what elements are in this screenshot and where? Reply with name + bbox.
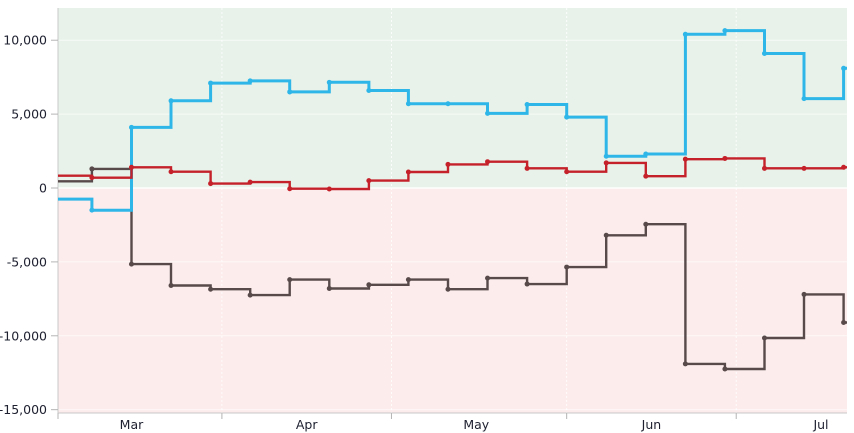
series-blue-point[interactable]	[405, 101, 411, 107]
series-red-point[interactable]	[643, 173, 649, 179]
series-red-point[interactable]	[287, 186, 293, 192]
series-dark-point[interactable]	[722, 366, 728, 372]
series-blue-point[interactable]	[128, 124, 134, 130]
series-red[interactable]	[58, 155, 847, 192]
x-tick-label-mar: Mar	[120, 417, 144, 432]
series-dark-point[interactable]	[445, 286, 451, 292]
x-tick-label-apr: Apr	[296, 417, 318, 432]
series-red-point[interactable]	[761, 165, 767, 171]
y-axis-labels: 10,000 5,000 0 -5,000 -10,000 -15,000	[0, 33, 58, 417]
series-red-point[interactable]	[682, 156, 688, 162]
series-dark-point[interactable]	[643, 221, 649, 227]
series-blue-point[interactable]	[801, 96, 807, 102]
series-dark-point[interactable]	[682, 361, 688, 367]
series-dark-point[interactable]	[208, 286, 214, 292]
series-dark-point[interactable]	[841, 319, 847, 325]
negative-region	[58, 188, 847, 413]
series-dark-point[interactable]	[485, 275, 491, 281]
series-blue-point[interactable]	[445, 101, 451, 107]
axes	[57, 8, 847, 414]
series-dark-point[interactable]	[603, 232, 609, 238]
series-red-point[interactable]	[208, 181, 214, 187]
x-tick-label-jun: Jun	[641, 417, 662, 432]
series-dark-point[interactable]	[761, 335, 767, 341]
series-dark-point[interactable]	[287, 277, 293, 283]
series-blue-point[interactable]	[247, 78, 253, 84]
series-dark-point[interactable]	[326, 285, 332, 291]
series-dark-point[interactable]	[564, 264, 570, 270]
series-blue-point[interactable]	[682, 31, 688, 37]
series-blue-point[interactable]	[761, 51, 767, 57]
series-dark-point[interactable]	[405, 277, 411, 283]
series-red-point[interactable]	[564, 169, 570, 175]
y-tick-label: -10,000	[0, 328, 47, 343]
series-blue-point[interactable]	[643, 151, 649, 157]
series-blue-point[interactable]	[326, 79, 332, 85]
positive-region	[58, 8, 847, 188]
series-red-point[interactable]	[603, 160, 609, 166]
series-red-point[interactable]	[366, 178, 372, 184]
series-blue[interactable]	[58, 28, 847, 213]
x-tick-label-may: May	[463, 417, 489, 432]
series-blue-point[interactable]	[722, 28, 728, 34]
series-red-point[interactable]	[326, 186, 332, 192]
series-red-point[interactable]	[485, 159, 491, 165]
series-blue-point[interactable]	[208, 80, 214, 86]
series-dark-point[interactable]	[524, 281, 530, 287]
series-blue-point[interactable]	[366, 87, 372, 93]
series-dark[interactable]	[58, 166, 847, 372]
series-red-point[interactable]	[128, 164, 134, 170]
series-blue-point[interactable]	[287, 89, 293, 95]
x-tick-label-jul: Jul	[812, 417, 828, 432]
series-blue-point[interactable]	[485, 110, 491, 116]
series-red-point[interactable]	[247, 179, 253, 185]
series-blue-point[interactable]	[603, 153, 609, 159]
series-blue-point[interactable]	[89, 207, 95, 213]
series-dark-point[interactable]	[168, 283, 174, 289]
series-blue-point[interactable]	[168, 98, 174, 104]
gridlines	[58, 8, 847, 413]
series-red-point[interactable]	[841, 164, 847, 170]
y-tick-label: 5,000	[11, 107, 47, 122]
series-blue-line[interactable]	[58, 29, 847, 212]
x-axis-labels: Mar Apr May Jun Jul	[57, 413, 829, 432]
series-dark-line[interactable]	[58, 167, 847, 371]
series-red-point[interactable]	[722, 155, 728, 161]
y-tick-label: 0	[39, 181, 47, 196]
series-red-point[interactable]	[445, 161, 451, 167]
y-tick-label: -5,000	[7, 254, 47, 269]
series-dark-point[interactable]	[366, 282, 372, 288]
y-tick-label: -15,000	[0, 402, 47, 417]
series-dark-point[interactable]	[801, 291, 807, 297]
series-blue-point[interactable]	[524, 102, 530, 108]
series-red-point[interactable]	[168, 169, 174, 175]
series-red-point[interactable]	[89, 175, 95, 181]
y-tick-label: 10,000	[3, 33, 47, 48]
series-blue-point[interactable]	[564, 114, 570, 120]
series-red-point[interactable]	[801, 165, 807, 171]
series-dark-point[interactable]	[247, 292, 253, 298]
series-blue-point[interactable]	[841, 65, 847, 71]
series-dark-point[interactable]	[89, 166, 95, 172]
series-dark-point[interactable]	[128, 261, 134, 267]
series-red-point[interactable]	[524, 165, 530, 171]
series-red-point[interactable]	[405, 169, 411, 175]
